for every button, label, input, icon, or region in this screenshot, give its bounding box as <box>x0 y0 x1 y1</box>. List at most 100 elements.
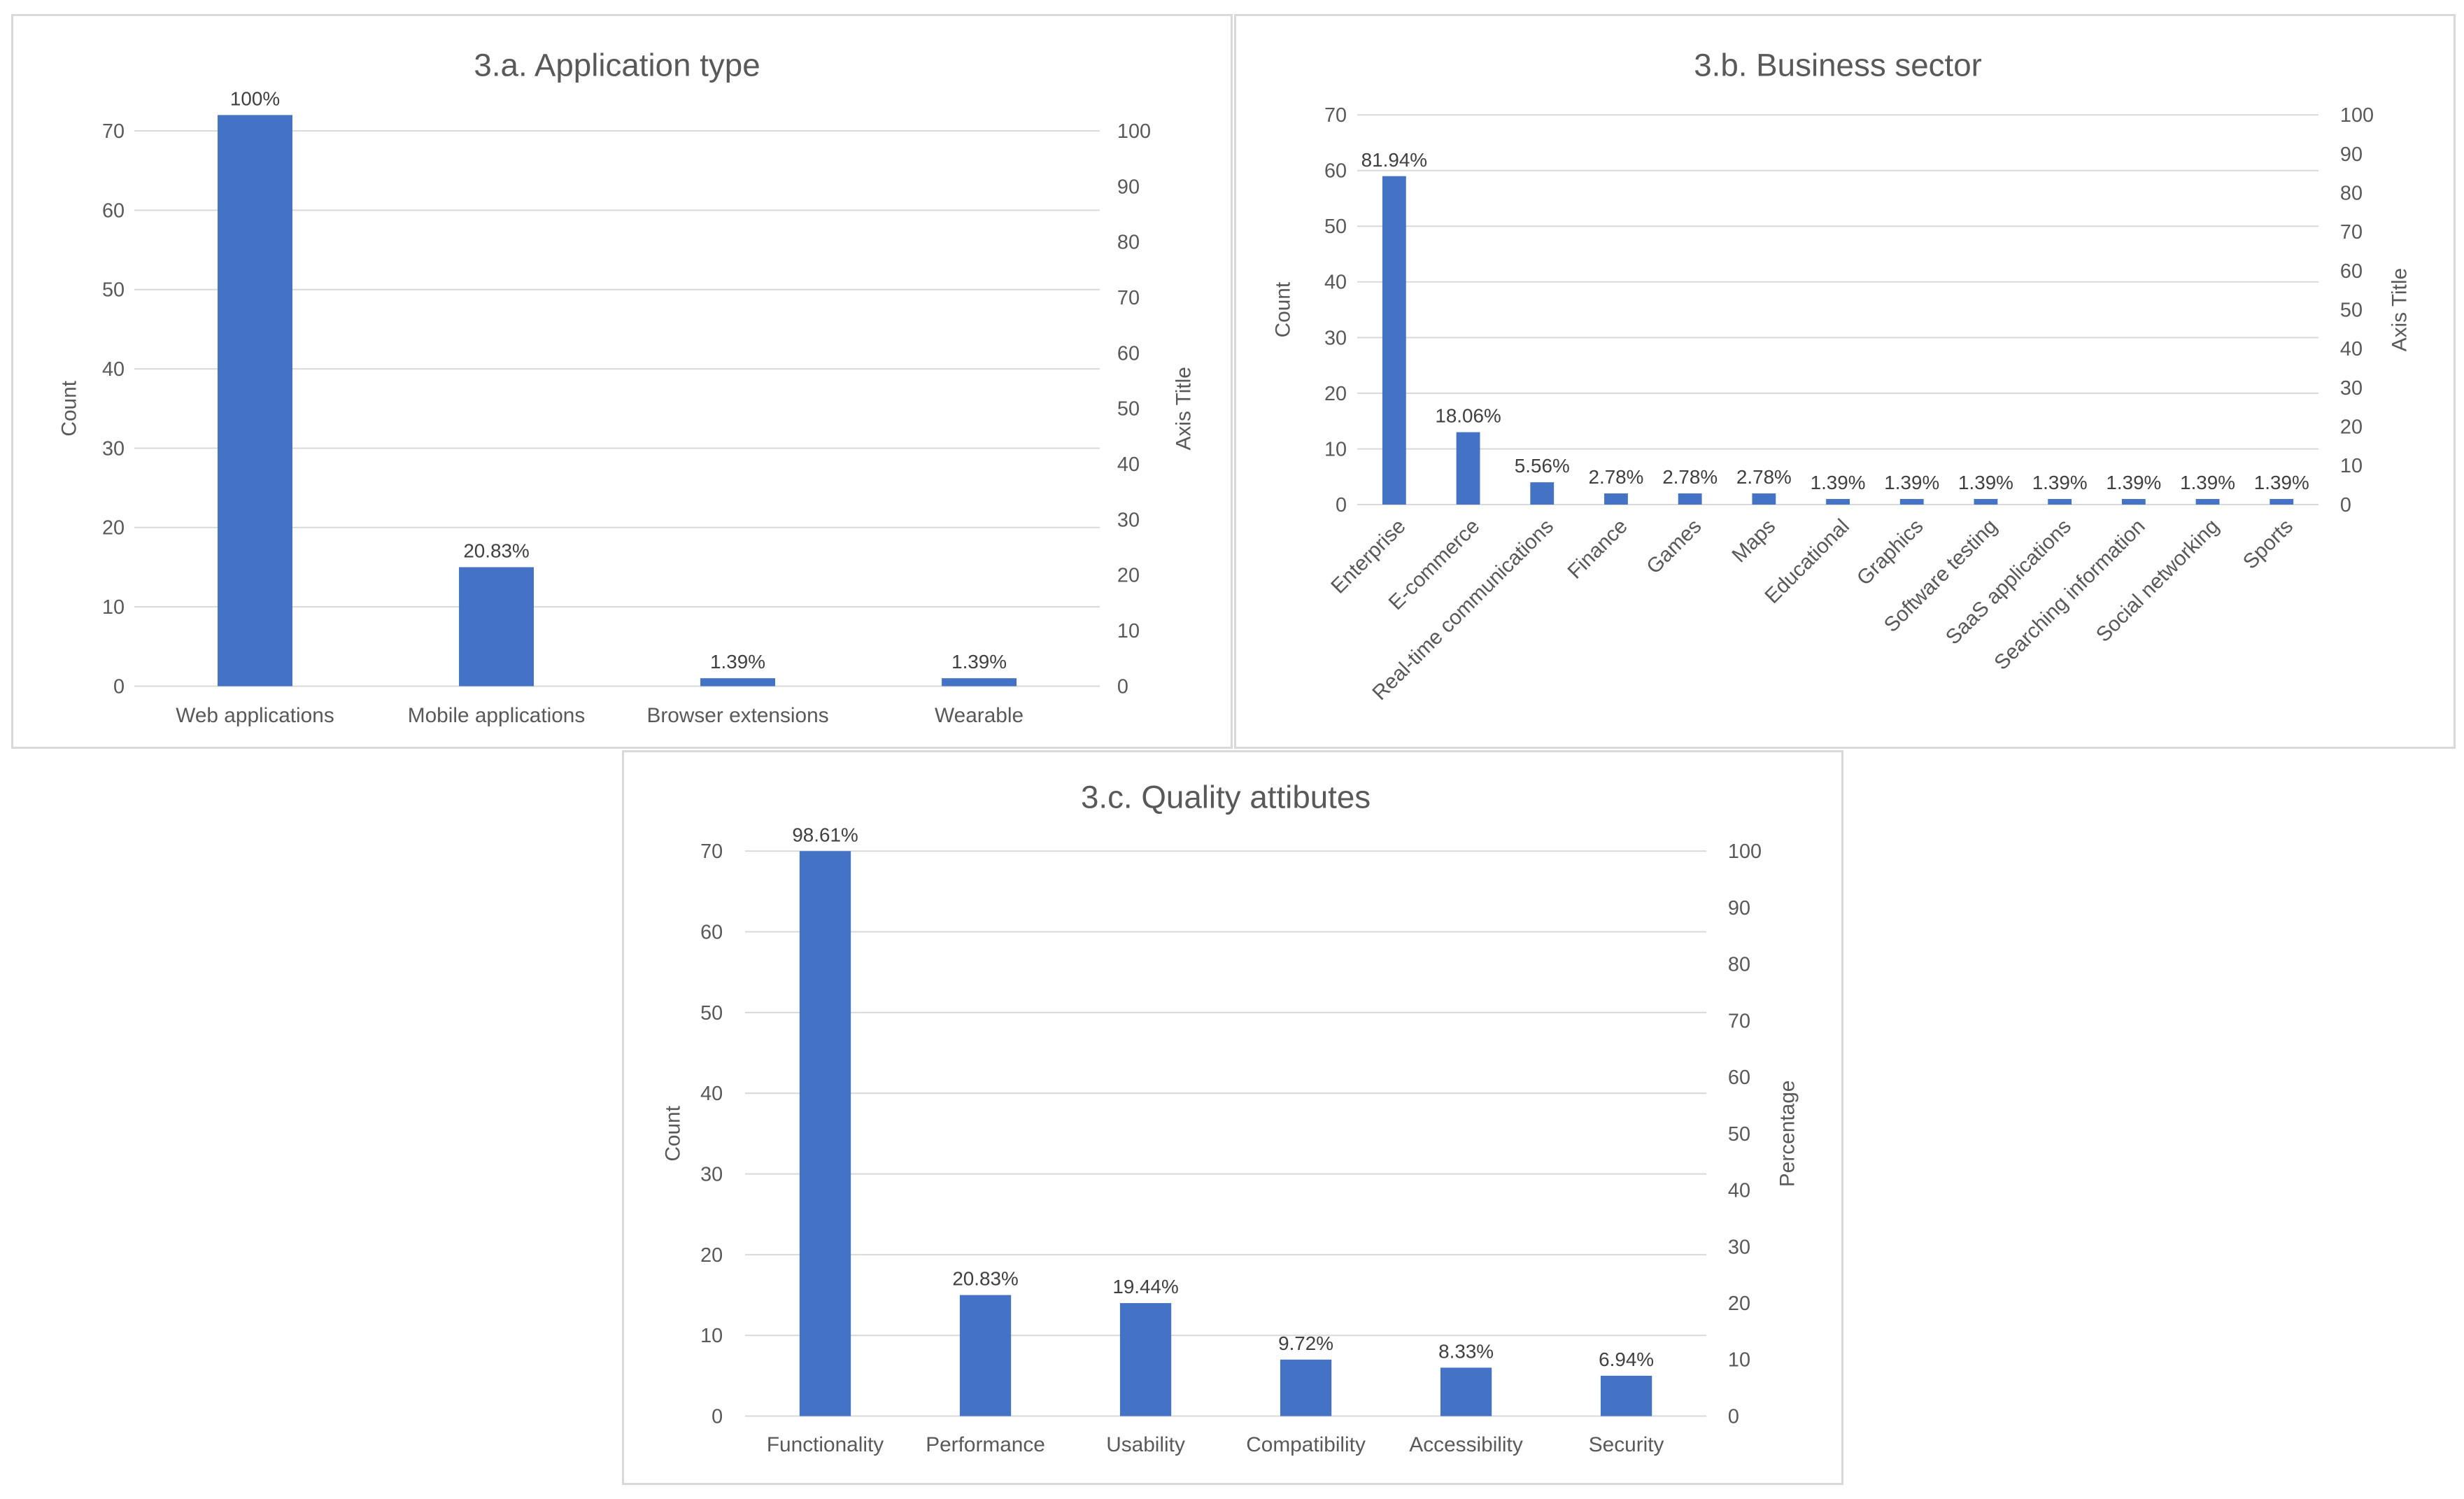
data-label: 1.39% <box>2032 472 2088 493</box>
y2-tick-label: 10 <box>1728 1349 1750 1372</box>
data-label: 18.06% <box>1435 405 1501 427</box>
y2-tick-label: 50 <box>2340 300 2363 322</box>
bar <box>218 115 292 687</box>
chart-title: 3.b. Business sector <box>1694 48 1982 83</box>
x-tick-label: Maps <box>1727 514 1780 567</box>
y-tick-label: 0 <box>711 1405 723 1428</box>
y2-tick-label: 80 <box>1728 954 1750 976</box>
y2-tick-label: 20 <box>1117 565 1140 587</box>
chart-panel-application-type: 3.a. Application type 0 10 20 30 40 50 60 70 0 10 2… <box>11 14 1233 749</box>
y-tick-label: 70 <box>700 840 723 863</box>
bar <box>1382 176 1406 505</box>
bar <box>2121 499 2146 505</box>
x-tick-label: SaaS applications <box>1941 514 2076 649</box>
y2-axis-title: Axis Title <box>2388 268 2411 351</box>
bar <box>1119 1303 1172 1416</box>
y2-tick-label: 70 <box>1728 1010 1750 1032</box>
data-label: 1.39% <box>2106 472 2161 493</box>
y-tick-label: 30 <box>1324 327 1347 349</box>
y-axis-title: Count <box>662 1105 685 1161</box>
chart-business-sector: 3.b. Business sector 0 10 20 30 40 50 60 70 0 10 20… <box>1272 48 2412 705</box>
x-tick-label: Games <box>1642 514 1706 578</box>
y2-tick-label: 20 <box>2340 416 2363 439</box>
bar <box>1530 482 1555 505</box>
y2-tick-label: 60 <box>1728 1067 1750 1089</box>
y2-tick-label: 50 <box>1728 1123 1750 1146</box>
chart-title: 3.a. Application type <box>474 48 760 83</box>
y-tick-label: 0 <box>1336 494 1347 516</box>
x-tick-label: Social networking <box>2092 514 2224 647</box>
x-tick-label: Mobile applications <box>408 704 586 727</box>
y-tick-label: 70 <box>102 120 125 143</box>
chart-quality-attributes: 3.c. Quality attibutes 0 10 20 30 40 50 60 70 0 10… <box>662 780 1799 1457</box>
x-tick-label: Web applications <box>176 704 334 727</box>
y2-tick-label: 90 <box>2340 143 2363 166</box>
y2-tick-label: 30 <box>1117 509 1140 531</box>
bar <box>1604 493 1628 505</box>
x-tick-label: Sports <box>2239 514 2297 573</box>
y-tick-label: 50 <box>700 1002 723 1025</box>
bar <box>1974 499 1998 505</box>
data-label: 9.72% <box>1278 1332 1333 1354</box>
data-label: 2.78% <box>1589 466 1644 488</box>
x-tick-label: Graphics <box>1853 514 1928 590</box>
y2-tick-label: 90 <box>1117 176 1140 198</box>
x-tick-label: Browser extensions <box>646 704 828 727</box>
y-tick-label: 30 <box>102 437 125 460</box>
bar <box>799 851 851 1416</box>
bar <box>1600 1375 1652 1416</box>
y-tick-label: 60 <box>700 921 723 943</box>
data-label: 5.56% <box>1515 455 1570 477</box>
y2-tick-label: 10 <box>1117 620 1140 642</box>
y2-tick-label: 40 <box>1117 453 1140 476</box>
y2-tick-label: 30 <box>1728 1236 1750 1258</box>
y2-tick-label: 0 <box>2340 494 2351 516</box>
y2-tick-label: 70 <box>2340 221 2363 244</box>
bar <box>1752 493 1776 505</box>
y2-axis-title: Percentage <box>1776 1081 1799 1187</box>
bar <box>700 678 776 687</box>
y-axis-title: Count <box>57 380 80 436</box>
chart-panel-business-sector: 3.b. Business sector 0 10 20 30 40 50 60 70 0 10 20… <box>1234 14 2456 749</box>
data-label: 1.39% <box>710 651 765 673</box>
bar <box>942 678 1017 687</box>
y-tick-label: 10 <box>1324 438 1347 460</box>
data-label: 2.78% <box>1662 466 1718 488</box>
bar <box>1280 1359 1332 1416</box>
data-label: 100% <box>230 87 280 109</box>
x-tick-label: Searching information <box>1990 514 2149 674</box>
y-tick-label: 20 <box>1324 383 1347 405</box>
y-tick-label: 20 <box>102 517 125 540</box>
y2-tick-label: 50 <box>1117 398 1140 421</box>
y-tick-label: 50 <box>1324 216 1347 238</box>
bar <box>2270 499 2294 505</box>
data-label: 20.83% <box>952 1268 1018 1290</box>
y-tick-label: 40 <box>700 1083 723 1105</box>
y2-tick-label: 20 <box>1728 1293 1750 1315</box>
data-label: 1.39% <box>1884 472 1939 493</box>
y2-tick-label: 0 <box>1117 675 1128 698</box>
y-tick-label: 0 <box>113 675 125 698</box>
y2-tick-label: 40 <box>2340 338 2363 360</box>
data-label: 1.39% <box>1958 472 2013 493</box>
y-tick-label: 30 <box>700 1163 723 1185</box>
chart-panel-quality-attributes: 3.c. Quality attibutes 0 10 20 30 40 50 60 70 0 10… <box>622 750 1843 1485</box>
x-tick-label: Security <box>1589 1433 1664 1456</box>
bar <box>2048 499 2072 505</box>
bar <box>1678 493 1702 505</box>
y2-tick-label: 40 <box>1728 1180 1750 1202</box>
y-tick-label: 40 <box>1324 272 1347 294</box>
y-tick-label: 40 <box>102 358 125 381</box>
data-label: 1.39% <box>2254 472 2309 493</box>
y2-tick-label: 90 <box>1728 897 1750 920</box>
bar <box>2195 499 2220 505</box>
chart-title: 3.c. Quality attibutes <box>1081 780 1371 815</box>
bar <box>1826 499 1850 505</box>
x-tick-label: Usability <box>1106 1433 1185 1456</box>
y-tick-label: 60 <box>1324 160 1347 183</box>
y2-tick-label: 100 <box>2340 104 2374 127</box>
x-tick-label: Finance <box>1563 514 1631 583</box>
y-tick-label: 10 <box>700 1325 723 1347</box>
y2-tick-label: 10 <box>2340 455 2363 477</box>
y2-tick-label: 30 <box>2340 377 2363 400</box>
